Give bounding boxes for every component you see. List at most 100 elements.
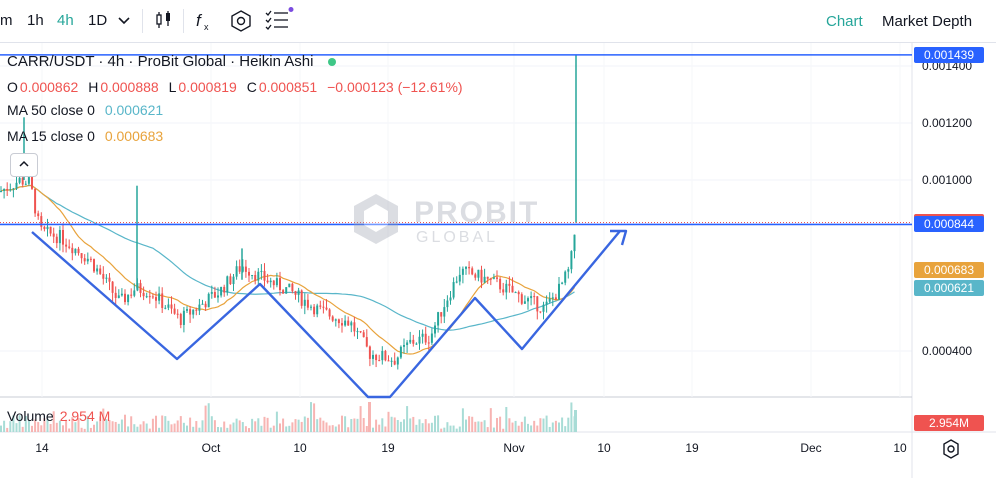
candle-body (80, 253, 83, 259)
volume-bar (337, 424, 340, 432)
ma50-legend[interactable]: MA 50 close 0 0.000621 (7, 102, 165, 118)
ma15-legend[interactable]: MA 15 close 0 0.000683 (7, 128, 165, 144)
volume-bar (310, 402, 312, 432)
volume-bar (257, 418, 260, 432)
chart-settings-button[interactable] (941, 439, 961, 464)
candle-body (325, 307, 328, 310)
volume-bar (499, 416, 502, 432)
volume-bar (223, 421, 226, 432)
candle-body (322, 306, 325, 308)
candle-body (347, 320, 350, 326)
volume-bar (108, 420, 111, 432)
symbol-title: CARR/USDT · 4h · ProBit Global · Heikin … (7, 53, 314, 70)
ma15-path (0, 184, 575, 355)
interval-4h[interactable]: 4h (57, 12, 74, 29)
volume-bar (297, 419, 300, 432)
candle-body (133, 290, 136, 296)
volume-bar (350, 419, 353, 432)
volume-bar (74, 422, 77, 432)
chart-area[interactable]: 0.001400 0.001200 0.001000 0.000400 14 Oct 10… (0, 43, 996, 478)
candle-body (244, 266, 247, 272)
interval-1d[interactable]: 1D (88, 12, 108, 29)
volume-bar (300, 421, 303, 432)
volume-bar (164, 416, 167, 432)
volume-bar (548, 426, 551, 432)
price-tag: 0.000683 (914, 262, 984, 279)
candle-body (440, 312, 443, 317)
interval-minutes[interactable]: m (0, 12, 13, 29)
candle-body (213, 292, 216, 298)
volume-bar (523, 416, 526, 432)
candle-body (511, 285, 514, 293)
volume-bar (49, 423, 52, 432)
candle-body (554, 297, 557, 300)
volume-bar (554, 420, 557, 432)
volume-bar (24, 416, 27, 432)
settings-hexagon-icon[interactable] (229, 9, 253, 37)
tab-chart[interactable]: Chart (826, 13, 863, 30)
volume-bar (514, 420, 517, 432)
volume-bar (344, 416, 347, 432)
candle-body (99, 268, 102, 274)
x-tick-label: 19 (381, 441, 395, 455)
candle-body (368, 346, 371, 359)
volume-bar (331, 425, 334, 432)
checklist-icon[interactable] (264, 7, 296, 37)
candle-body (260, 270, 263, 272)
candle-body (195, 309, 198, 311)
candle-body (167, 304, 170, 308)
candle-body (52, 233, 55, 237)
candle-body (192, 309, 195, 315)
volume-bar (182, 422, 185, 432)
volume-bar (502, 428, 505, 432)
candle-body (372, 354, 374, 359)
volume-bar (474, 421, 477, 432)
interval-1h[interactable]: 1h (27, 12, 44, 29)
volume-bar (89, 427, 92, 432)
candle-body (68, 246, 71, 248)
volume-bar (68, 428, 71, 432)
volume-bar (415, 424, 418, 432)
candle-body (232, 276, 235, 285)
candle-body (182, 310, 185, 325)
candle-body (40, 216, 43, 227)
volume-bar (192, 426, 195, 432)
volume-bar (539, 418, 542, 432)
candle-body (483, 276, 486, 283)
volume-bar (117, 423, 120, 432)
volume-bar (52, 411, 55, 432)
candle-body (89, 258, 92, 260)
candle-body (365, 337, 368, 347)
candle-body (3, 188, 6, 191)
y-tick-label: 0.001200 (922, 116, 972, 130)
ma50-value: 0.000621 (104, 102, 164, 118)
candle-body (328, 309, 331, 317)
candles-icon[interactable] (153, 9, 175, 35)
volume-bar (508, 418, 511, 432)
volume-bar (480, 421, 483, 432)
volume-bar (465, 419, 467, 432)
chevron-down-icon[interactable] (117, 10, 131, 34)
candle-body (96, 268, 99, 272)
candle-body (114, 292, 117, 298)
candle-body (164, 307, 167, 309)
candle-body (548, 298, 551, 302)
candle-body (313, 306, 316, 315)
volume-bar (477, 421, 480, 432)
volume-bar (527, 423, 529, 432)
candle-body (127, 294, 130, 303)
candle-body (31, 177, 33, 189)
tab-market-depth[interactable]: Market Depth (882, 13, 973, 30)
volume-bar (319, 417, 322, 432)
volume-bar (96, 421, 99, 432)
collapse-legend-button[interactable] (10, 153, 38, 177)
volume-bar (99, 416, 102, 432)
candle-body (37, 213, 40, 217)
candle-body (415, 343, 418, 345)
candle-body (210, 292, 213, 294)
ma15-value: 0.000683 (104, 128, 164, 144)
